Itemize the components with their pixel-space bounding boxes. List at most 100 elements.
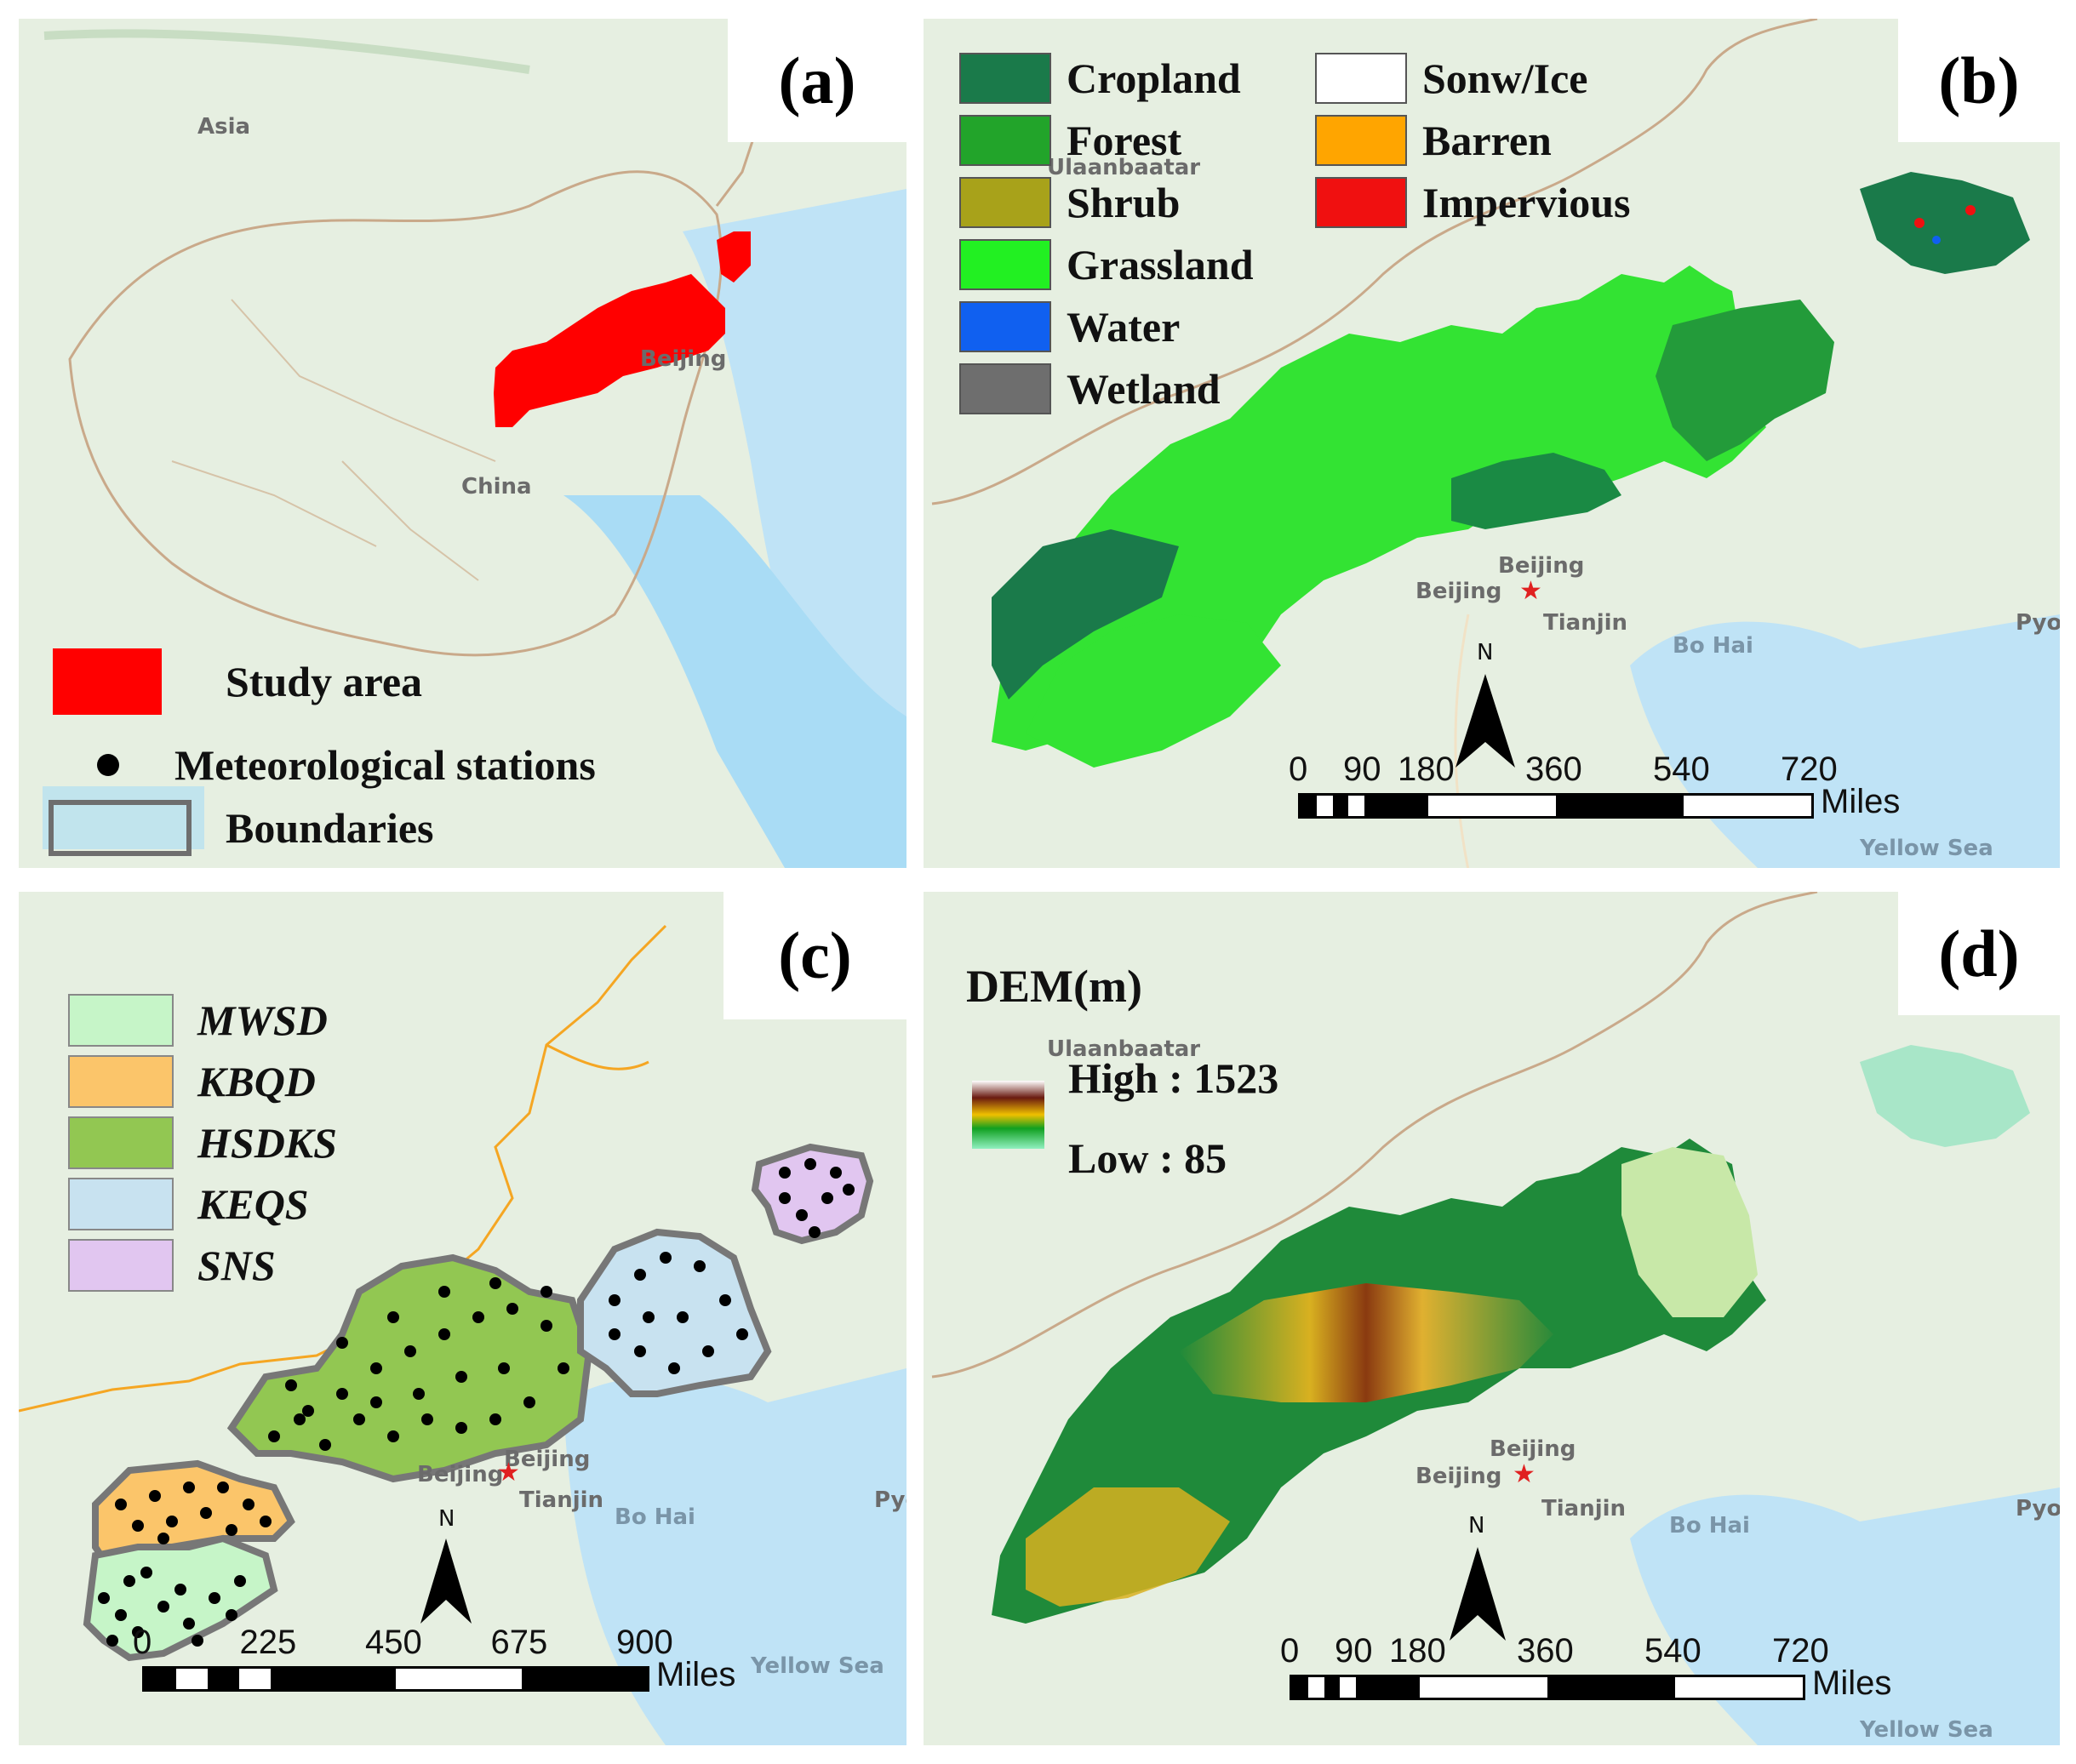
station-dot (336, 1388, 348, 1400)
place-beijing-2: Beijing (1415, 579, 1502, 604)
station-dot (140, 1567, 152, 1578)
place-beijing-1: Beijing (1490, 1436, 1576, 1462)
legend-swatch (959, 177, 1051, 228)
panel-b: Ulaanbaatar Beijing Beijing ★ Tianjin Bo… (924, 19, 2060, 868)
station-dot (677, 1311, 689, 1323)
place-yellowsea: Yellow Sea (1860, 836, 1993, 861)
station-dot (821, 1192, 833, 1204)
station-dot (779, 1167, 791, 1179)
scale-segment (1364, 796, 1428, 816)
scale-segment (1556, 796, 1684, 816)
legend-swatch (959, 239, 1051, 290)
legend-boundaries-label: Boundaries (226, 804, 434, 852)
scale-unit: Miles (656, 1656, 736, 1693)
dem-legend-high: High : 1523 (1068, 1054, 1279, 1102)
place-ulaanbaatar: Ulaanbaatar (1047, 155, 1201, 180)
scale-segment (1292, 1677, 1308, 1698)
station-dot (809, 1226, 821, 1238)
legend-label: Wetland (1067, 365, 1221, 413)
panel-a: Asia China Beijing (a) Study area Meteor… (19, 19, 906, 868)
station-dot (370, 1396, 382, 1408)
scale-bar-b: 0 90 180 360 540 720 Miles (1289, 751, 1979, 820)
station-dot (472, 1311, 484, 1323)
dem-legend-low: Low : 85 (1068, 1134, 1227, 1182)
station-dot (387, 1311, 399, 1323)
station-dot (200, 1507, 212, 1519)
scale-tick-label: 720 (1781, 751, 1838, 788)
station-dot (319, 1439, 331, 1451)
station-dot (157, 1533, 169, 1544)
scale-unit: Miles (1812, 1664, 1892, 1702)
scale-tick-label: 540 (1644, 1632, 1701, 1670)
north-label-c: N (438, 1506, 455, 1532)
station-dot (226, 1524, 237, 1536)
station-dot (98, 1592, 110, 1604)
legend-swatch (68, 1239, 174, 1292)
station-dot (404, 1345, 416, 1357)
study-area-shape (494, 274, 725, 427)
station-dot (489, 1413, 501, 1425)
station-dot (609, 1328, 621, 1340)
legend-label: SNS (197, 1242, 276, 1289)
place-beijing: Beijing (640, 346, 727, 372)
station-dot (779, 1192, 791, 1204)
north-label-d: N (1468, 1513, 1485, 1539)
scale-segment (270, 1669, 396, 1689)
panel-label-b: (b) (1898, 19, 2060, 142)
station-dot (660, 1252, 672, 1264)
legend-item-wetland: Wetland (959, 363, 1221, 414)
station-dot (438, 1286, 450, 1298)
place-pyon: Pyon (2016, 1496, 2060, 1521)
north-arrow-icon (1450, 1547, 1506, 1641)
station-dot-icon (97, 754, 119, 776)
station-dot (226, 1609, 237, 1621)
legend-item-forest: Forest (959, 115, 1181, 166)
place-beijing-1: Beijing (504, 1447, 591, 1472)
station-dot (192, 1635, 203, 1647)
legend-item-sns: SNS (68, 1239, 276, 1292)
station-dot (302, 1405, 314, 1417)
station-dot (438, 1328, 450, 1340)
legend-item-keqs: KEQS (68, 1178, 309, 1230)
place-tianjin: Tianjin (1543, 610, 1628, 636)
legend-swatch (1315, 177, 1407, 228)
legend-study-area: Study area (53, 648, 422, 715)
legend-boundaries: Boundaries (49, 800, 434, 856)
station-dot (268, 1430, 280, 1442)
panel-label-a: (a) (728, 19, 906, 142)
border-line (19, 924, 667, 1413)
legend-label: KBQD (197, 1058, 316, 1105)
station-dot (106, 1635, 118, 1647)
station-dot (421, 1413, 433, 1425)
station-dot (719, 1294, 731, 1306)
station-dot (843, 1184, 855, 1196)
scale-tick-label: 900 (616, 1624, 673, 1661)
panel-label-c: (c) (723, 892, 906, 1019)
legend-item-shrub: Shrub (959, 177, 1180, 228)
beijing-star-icon: ★ (1519, 577, 1542, 605)
panel-label-d: (d) (1898, 892, 2060, 1015)
legend-swatch (68, 1116, 174, 1169)
place-beijing-2: Beijing (1415, 1464, 1502, 1489)
legend-item-grassland: Grassland (959, 239, 1254, 290)
panel-d: Ulaanbaatar Beijing Beijing ★ Tianjin Bo… (924, 892, 2060, 1745)
station-dot (830, 1167, 842, 1179)
place-bohai: Bo Hai (1673, 633, 1753, 659)
scale-segment (145, 1669, 176, 1689)
station-dot (174, 1584, 186, 1596)
scale-unit: Miles (1821, 783, 1901, 820)
station-dot (634, 1345, 646, 1357)
scale-tick-label: 90 (1335, 1632, 1373, 1670)
station-dot (455, 1371, 467, 1383)
place-bohai: Bo Hai (1669, 1513, 1750, 1539)
station-dot (183, 1481, 195, 1493)
dem-legend-title: DEM(m) (966, 961, 1142, 1012)
legend-label: Barren (1422, 117, 1552, 164)
station-dot (132, 1626, 144, 1638)
station-dot (455, 1422, 467, 1434)
place-beijing-2: Beijing (417, 1462, 504, 1487)
station-dot (643, 1311, 655, 1323)
place-pyon: Pyo (874, 1487, 906, 1513)
north-label-b: N (1477, 640, 1494, 665)
legend-study-area-label: Study area (226, 658, 423, 705)
